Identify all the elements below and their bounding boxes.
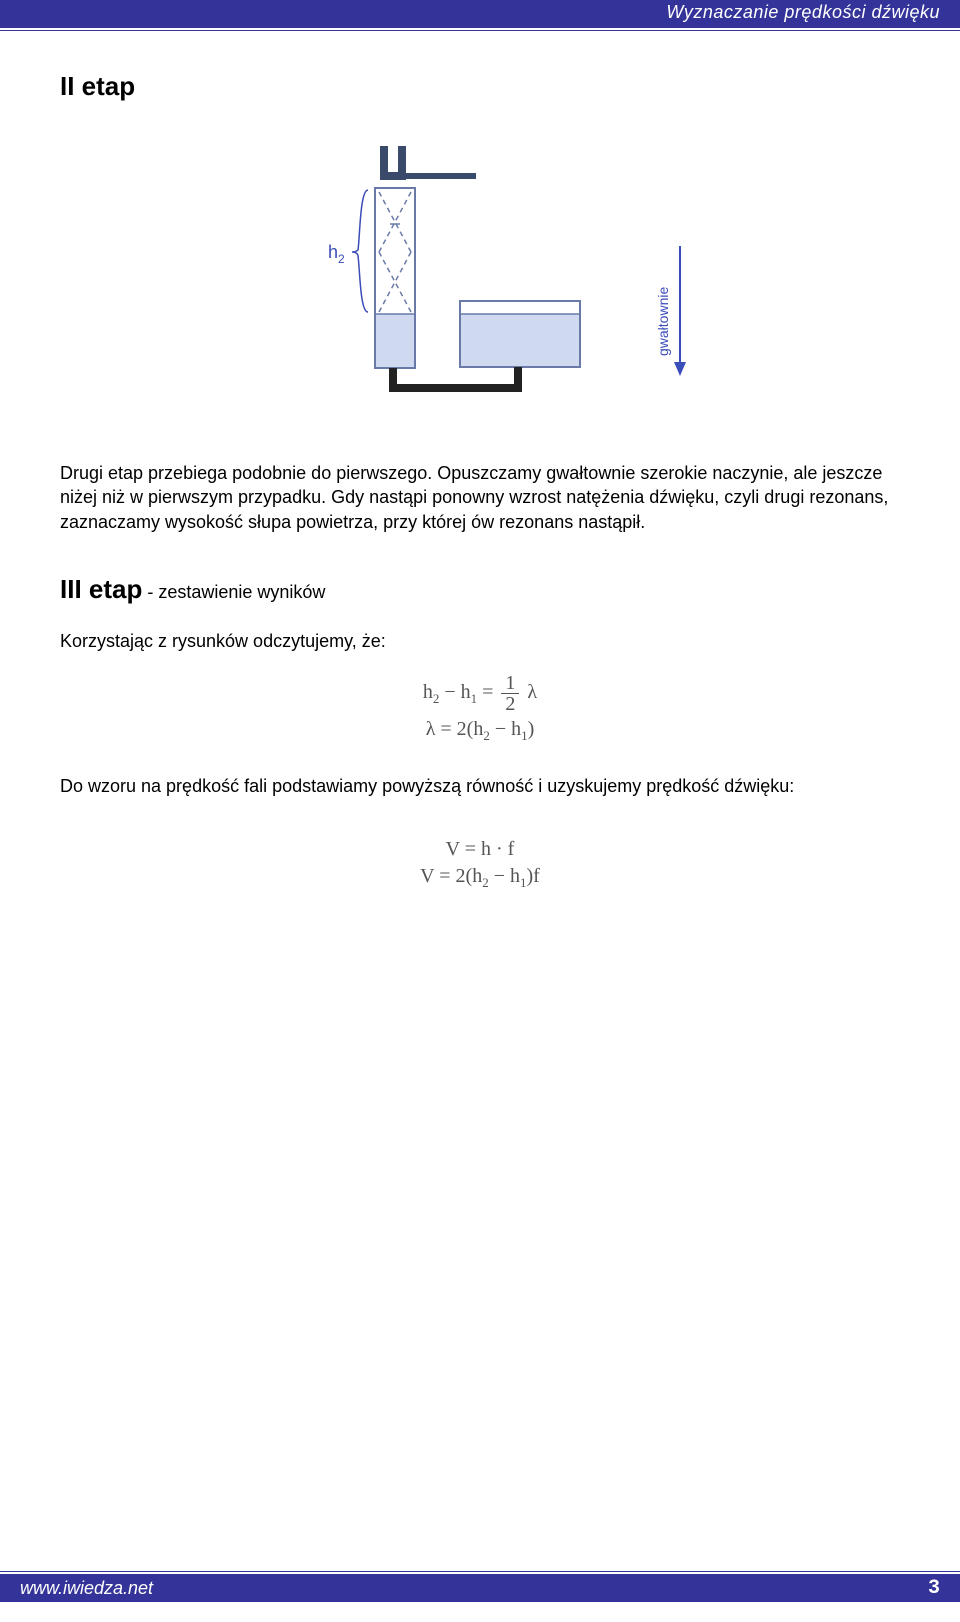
formula-1b: λ = 2(h2 − h1) xyxy=(60,718,900,744)
f1-h1: h xyxy=(461,681,471,703)
header-title: Wyznaczanie prędkości dźwięku xyxy=(666,2,940,22)
footer-rule xyxy=(0,1571,960,1572)
formula-2a: V = h · f xyxy=(60,838,900,861)
stage3-heading-rest: - zestawienie wyników xyxy=(142,582,325,602)
page-number: 3 xyxy=(928,1577,940,1600)
stage3-lead: Korzystając z rysunków odczytujemy, że: xyxy=(60,629,900,653)
f1-lambda: λ xyxy=(527,681,537,703)
resonance-tube xyxy=(375,188,415,368)
down-arrow: gwałtownie xyxy=(655,246,686,376)
stage2-paragraph: Drugi etap przebiega podobnie do pierwsz… xyxy=(60,461,900,534)
footer-strip: www.iwiedza.net 3 xyxy=(0,1574,960,1602)
f1-h1-sub: 1 xyxy=(471,691,478,706)
f1b-mid: − h xyxy=(490,718,521,740)
resonance-diagram: h2 gwałtownie xyxy=(60,126,900,431)
f1b-after: ) xyxy=(528,718,535,740)
f1-h: h xyxy=(423,681,433,703)
diagram-svg: h2 gwałtownie xyxy=(230,126,730,426)
f2b-post: )f xyxy=(526,865,539,887)
stage3-heading: III etap - zestawienie wyników xyxy=(60,574,900,605)
f1b-pre: λ = 2(h xyxy=(426,718,484,740)
f1-num: 1 xyxy=(501,673,519,694)
f1-h-sub2: 2 xyxy=(433,691,440,706)
f1-frac: 1 2 xyxy=(501,673,519,714)
formula-block-1: h2 − h1 = 1 2 λ λ = 2(h2 − h1) xyxy=(60,673,900,744)
formula-block-2: V = h · f V = 2(h2 − h1)f xyxy=(60,838,900,891)
arrow-label: gwałtownie xyxy=(655,287,671,356)
stage2-heading: II etap xyxy=(60,71,900,102)
tuning-fork-icon xyxy=(380,146,476,180)
wide-vessel xyxy=(460,301,580,367)
h2-label: h2 xyxy=(328,242,345,266)
paragraph-2: Do wzoru na prędkość fali podstawiamy po… xyxy=(60,774,900,798)
page-content: II etap xyxy=(0,31,960,891)
f1-eq: = xyxy=(482,681,498,703)
h2-brace xyxy=(352,190,368,312)
stage3-heading-bold: III etap xyxy=(60,574,142,604)
connecting-pipe xyxy=(393,367,518,388)
f2b-pre: V = 2(h xyxy=(420,865,482,887)
formula-1a: h2 − h1 = 1 2 λ xyxy=(60,673,900,714)
footer-site: www.iwiedza.net xyxy=(20,1578,153,1599)
f1-den: 2 xyxy=(501,694,519,714)
formula-2b: V = 2(h2 − h1)f xyxy=(60,865,900,891)
footer: www.iwiedza.net 3 xyxy=(0,1571,960,1602)
f1-minus: − xyxy=(444,681,460,703)
header-bar: Wyznaczanie prędkości dźwięku xyxy=(0,0,960,28)
f2b-mid: − h xyxy=(489,865,520,887)
